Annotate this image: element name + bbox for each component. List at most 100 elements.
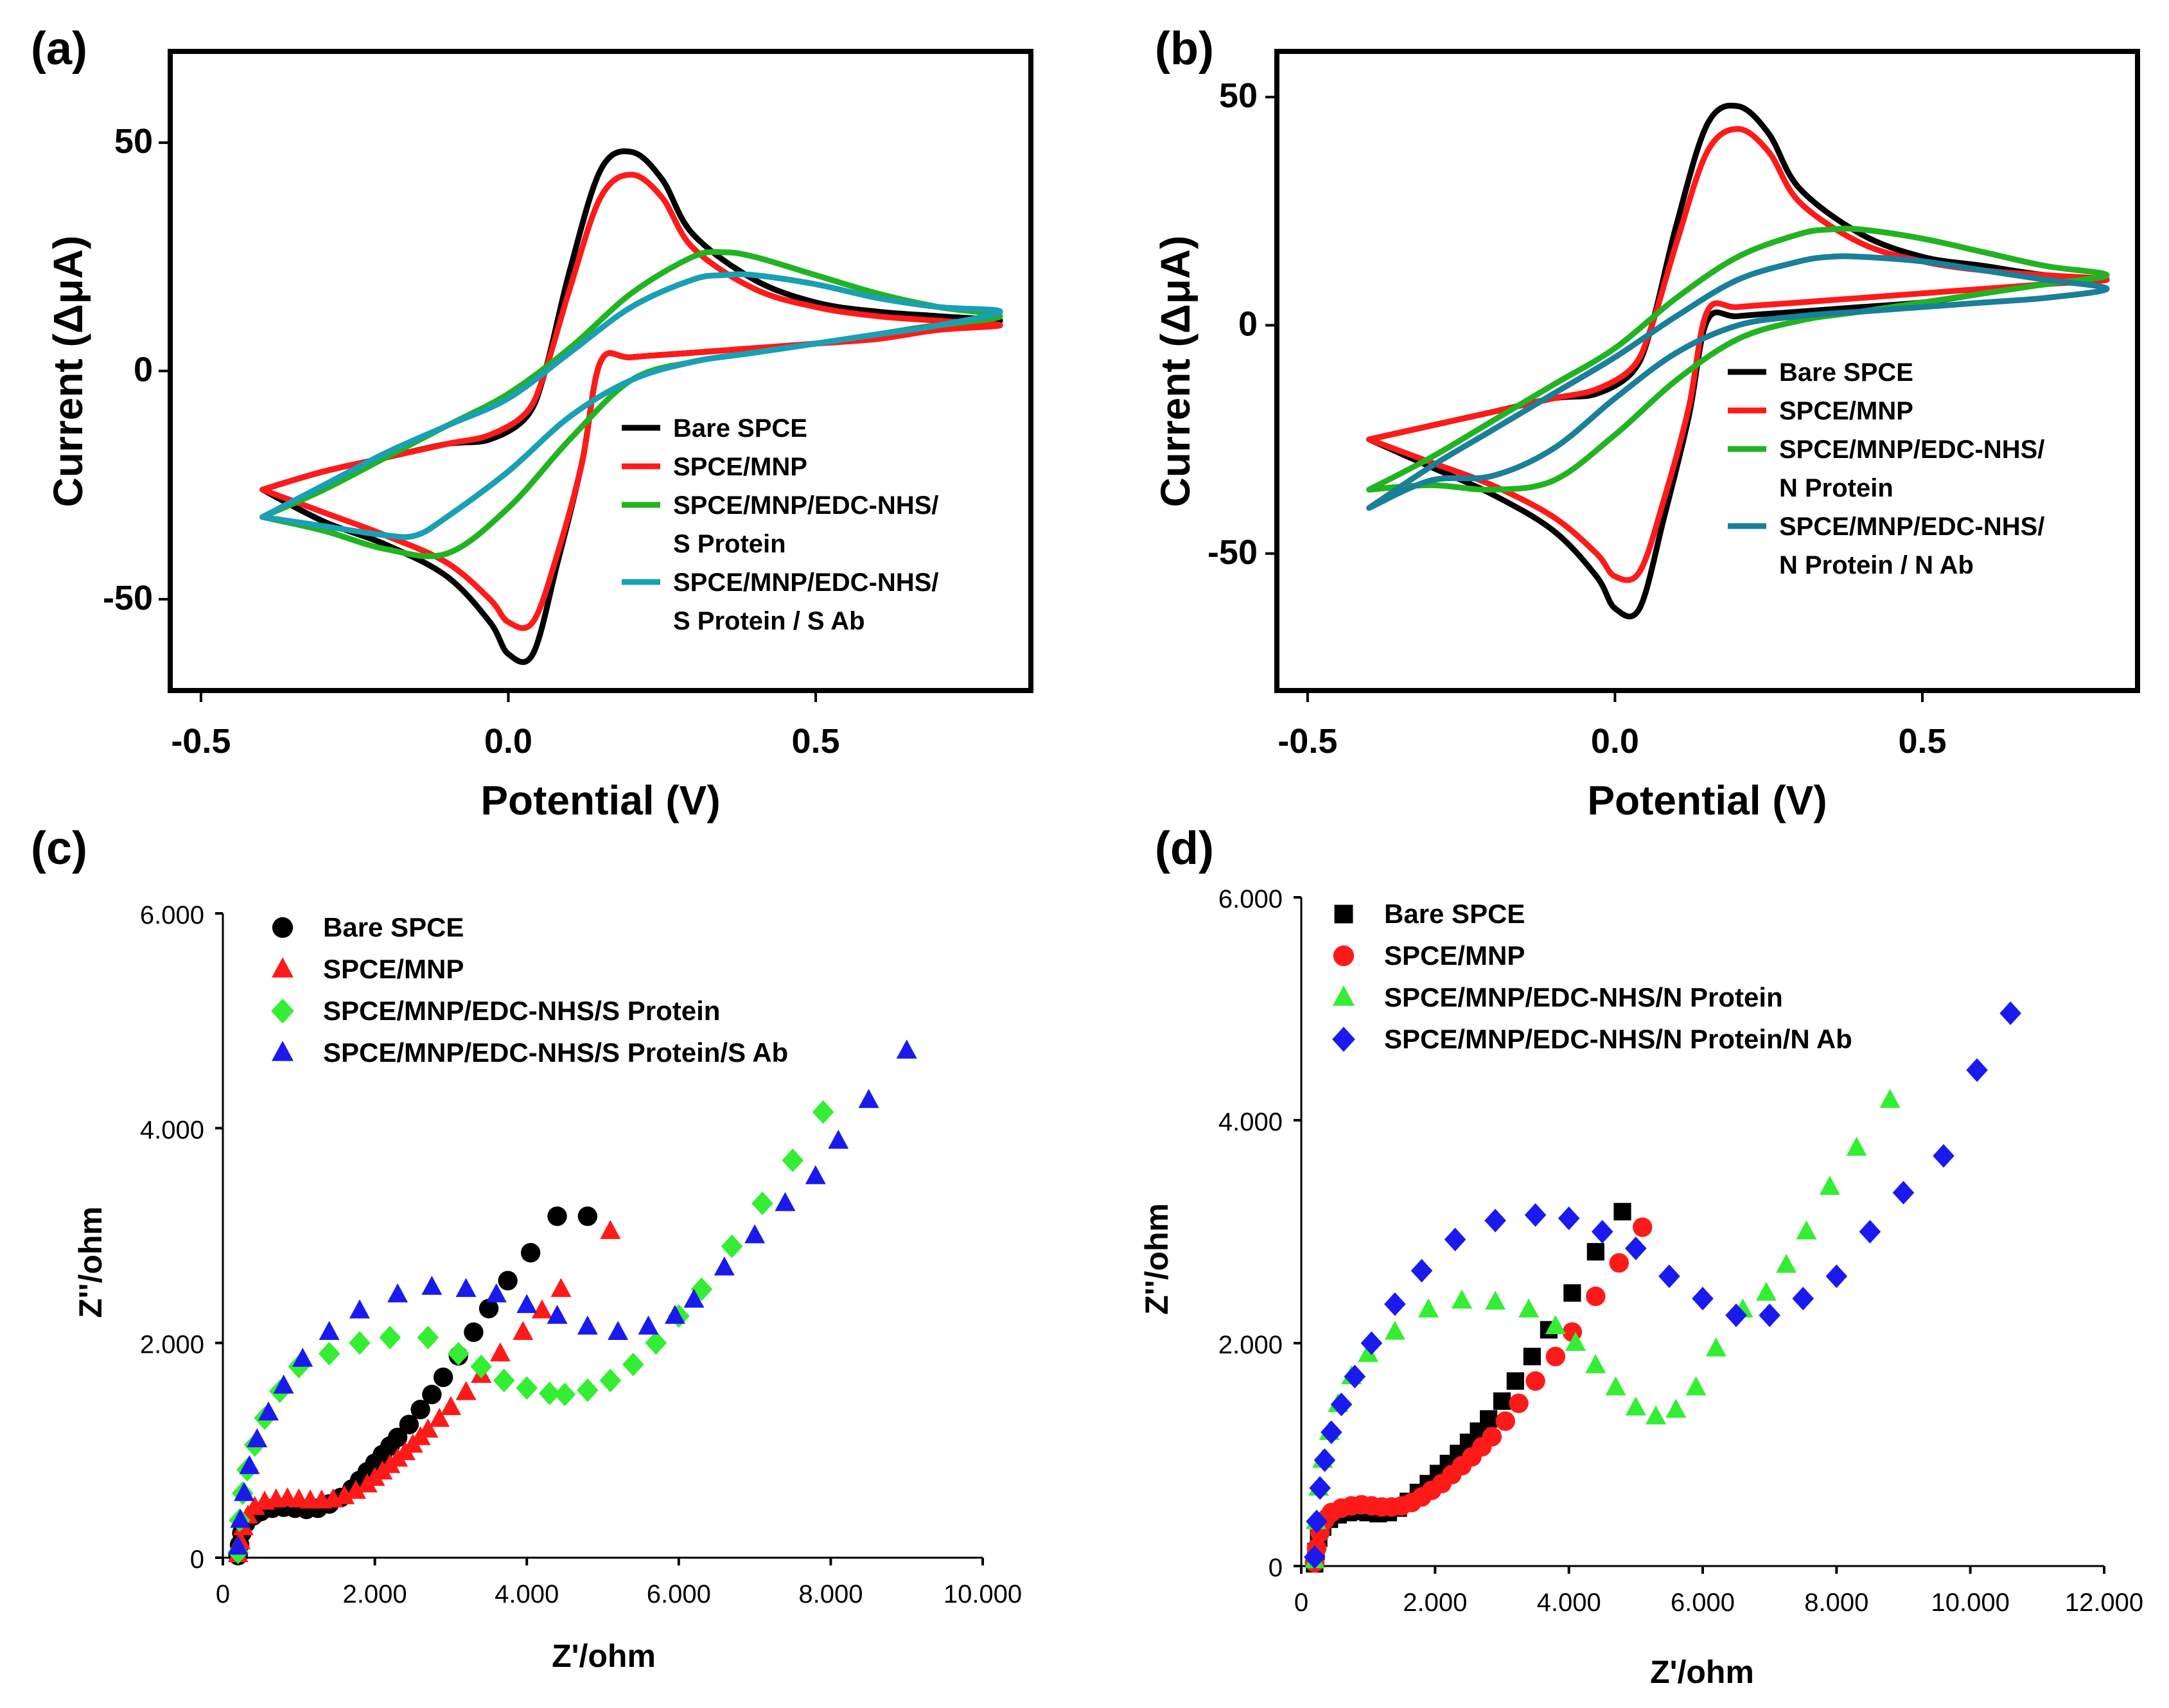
data-point: [1892, 1181, 1915, 1205]
data-point: [638, 1315, 659, 1335]
data-point: [1484, 1208, 1506, 1233]
data-point: [547, 1206, 567, 1226]
data-point: [744, 1224, 766, 1244]
x-axis-ticks: -0.5 0.0 0.5: [1278, 691, 1947, 761]
data-point: [547, 1305, 568, 1324]
series-spce-mnp: [1304, 1217, 1653, 1572]
data-point: [1384, 1321, 1405, 1340]
data-point: [349, 1331, 371, 1355]
data-point: [1565, 1332, 1586, 1351]
legend-label: SPCE/MNP: [1384, 940, 1525, 971]
data-point: [334, 1485, 355, 1504]
data-point: [422, 1384, 442, 1405]
data-point: [1933, 1144, 1954, 1168]
panel-label-a: (a): [31, 23, 87, 75]
x-axis-ticks: 0 2.000 4.000 6.000 8.000 10.000: [216, 1558, 1022, 1608]
data-point: [1796, 1220, 1817, 1240]
legend-label: S Protein: [673, 530, 786, 558]
data-point: [645, 1331, 667, 1355]
data-point: [1846, 1136, 1867, 1156]
data-point: [1545, 1315, 1566, 1334]
legend-label: Bare SPCE: [323, 912, 464, 942]
x-tick-label: 0.0: [1591, 722, 1639, 761]
data-point: [1755, 1281, 1777, 1301]
data-point: [520, 1243, 541, 1263]
series-spce-mnp-edc-nhs-n-protein-n-ab: [1304, 1001, 2021, 1569]
data-point: [1485, 1290, 1506, 1310]
data-point: [455, 1278, 477, 1298]
data-point: [683, 1289, 705, 1308]
data-point: [1563, 1284, 1581, 1302]
data-point: [1545, 1346, 1566, 1367]
data-point: [1665, 1398, 1687, 1418]
chart-panel-a: -0.5 0.0 0.5 -50 0 50 Potential (V) Current …: [45, 49, 1033, 823]
x-tick-label: 0.0: [484, 722, 532, 761]
data-point: [399, 1414, 419, 1434]
data-point: [1321, 1420, 1342, 1445]
data-point: [550, 1278, 572, 1298]
data-point: [1859, 1220, 1881, 1244]
data-point: [1344, 1364, 1366, 1389]
data-point: [489, 1342, 511, 1362]
data-point: [1792, 1287, 1814, 1310]
data-point: [516, 1376, 538, 1400]
series-spce-mnp-edc-nhs-n-protein-n-ab-line: [1366, 253, 2110, 511]
data-point: [805, 1165, 826, 1184]
data-point: [1759, 1303, 1780, 1328]
data-point: [1819, 1175, 1840, 1195]
data-point: [346, 1479, 367, 1499]
data-point: [227, 1535, 249, 1555]
data-point: [812, 1100, 834, 1124]
data-point: [1591, 1220, 1613, 1244]
y-axis-title: Current (ΔμA): [1152, 236, 1199, 507]
data-point: [1633, 1217, 1653, 1237]
data-point: [417, 1418, 439, 1438]
data-point: [1605, 1376, 1626, 1396]
data-point: [1495, 1411, 1515, 1431]
data-point: [1613, 1202, 1631, 1220]
legend: Bare SPCE SPCE/MNP SPCE/MNP/EDC-NHS/S Prot…: [622, 414, 938, 635]
y-tick-label: 0: [134, 351, 153, 389]
data-point: [1482, 1427, 1502, 1447]
data-point: [1384, 1292, 1406, 1316]
data-point: [513, 1321, 534, 1340]
data-point: [1558, 1206, 1580, 1231]
series-group: [227, 1039, 917, 1565]
data-point: [417, 1325, 439, 1350]
legend-label: Bare SPCE: [1779, 358, 1913, 387]
data-point: [421, 1276, 443, 1295]
legend-label: SPCE/MNP/EDC-NHS/N Protein/N Ab: [1384, 1024, 1852, 1054]
legend-label: SPCE/MNP/EDC-NHS/N Protein: [1384, 982, 1783, 1012]
y-tick-label: 4.000: [140, 1116, 204, 1144]
legend: Bare SPCE SPCE/MNP SPCE/MNP/EDC-NHS/S Prot…: [271, 912, 788, 1068]
chart-panel-c: 0 2.000 4.000 6.000 8.000 10.000 0 2.000 4.000 6…: [73, 901, 1022, 1674]
data-point: [1966, 1058, 1988, 1082]
y-tick-label: 4.000: [1218, 1108, 1283, 1136]
data-point: [782, 1149, 804, 1172]
legend-label: SPCE/MNP/EDC-NHS/: [1779, 513, 2044, 541]
data-point: [1879, 1089, 1901, 1108]
data-point: [1658, 1264, 1680, 1289]
data-point: [1480, 1410, 1498, 1428]
y-axis-ticks: -50 0 50: [103, 122, 170, 617]
data-point: [1776, 1253, 1797, 1273]
data-point: [493, 1368, 515, 1393]
data-point: [379, 1325, 401, 1350]
data-point: [1585, 1354, 1606, 1373]
x-tick-label: 12.000: [2065, 1589, 2143, 1617]
data-point: [292, 1348, 313, 1367]
data-point: [1304, 1545, 1326, 1569]
y-tick-label: 0: [1238, 304, 1258, 343]
data-point: [1306, 1510, 1328, 1533]
data-point: [1506, 1372, 1524, 1390]
data-point: [1523, 1348, 1541, 1366]
legend-marker-spce-mnp: [272, 957, 294, 978]
x-axis-title: Potential (V): [480, 777, 720, 823]
data-point: [600, 1220, 621, 1239]
data-point: [319, 1321, 340, 1340]
y-axis-title: Current (ΔμA): [45, 236, 91, 507]
legend-label: N Protein: [1779, 474, 1893, 502]
x-axis-title: Z'/ohm: [1650, 1654, 1754, 1690]
x-tick-label: 6.000: [1671, 1589, 1735, 1617]
data-point: [1692, 1287, 1714, 1310]
